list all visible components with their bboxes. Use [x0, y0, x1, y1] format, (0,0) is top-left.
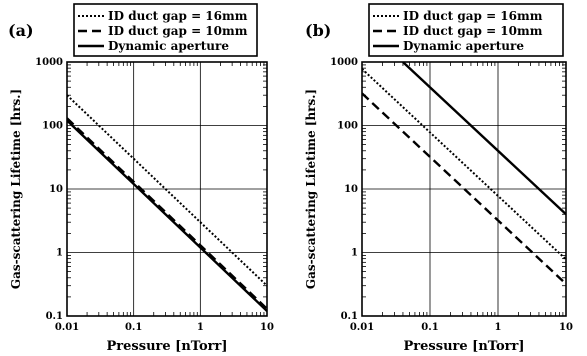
y-tick-label: 10 [49, 184, 63, 195]
series-line-solid [403, 62, 566, 214]
legend-label: Dynamic aperture [403, 39, 524, 53]
x-axis-label: Pressure [nTorr] [107, 339, 228, 354]
x-tick-label: 1 [197, 322, 204, 333]
x-axis-label: Pressure [nTorr] [404, 339, 525, 354]
panel-label: (a) [8, 21, 34, 40]
legend-label: ID duct gap = 10mm [108, 24, 248, 38]
y-tick-label: 1000 [35, 57, 63, 68]
legend-label: ID duct gap = 16mm [403, 9, 543, 23]
x-tick-label: 10 [559, 322, 573, 333]
series-line-dashed [67, 118, 267, 308]
legend-label: ID duct gap = 16mm [108, 9, 248, 23]
x-tick-label: 0.01 [55, 322, 79, 333]
series-line-dotted [362, 69, 566, 260]
y-axis-label: Gas-scattering Lifetime [hrs.] [304, 89, 318, 289]
series-line-dotted [67, 95, 267, 286]
y-tick-label: 0.1 [341, 311, 358, 322]
y-tick-label: 1 [351, 248, 358, 259]
x-tick-label: 10 [260, 322, 274, 333]
legend-label: Dynamic aperture [108, 39, 229, 53]
y-tick-label: 100 [42, 121, 63, 132]
x-tick-label: 0.01 [350, 322, 374, 333]
x-tick-label: 0.1 [421, 322, 438, 333]
x-tick-label: 0.1 [125, 322, 142, 333]
y-tick-label: 10 [344, 184, 358, 195]
panel-label: (b) [305, 21, 331, 40]
y-tick-label: 1 [56, 248, 63, 259]
y-tick-label: 100 [337, 121, 358, 132]
legend-label: ID duct gap = 10mm [403, 24, 543, 38]
series-line-solid [67, 121, 267, 312]
y-tick-label: 1000 [330, 57, 358, 68]
y-axis-label: Gas-scattering Lifetime [hrs.] [9, 89, 23, 289]
y-tick-label: 0.1 [46, 311, 63, 322]
x-tick-label: 1 [495, 322, 502, 333]
